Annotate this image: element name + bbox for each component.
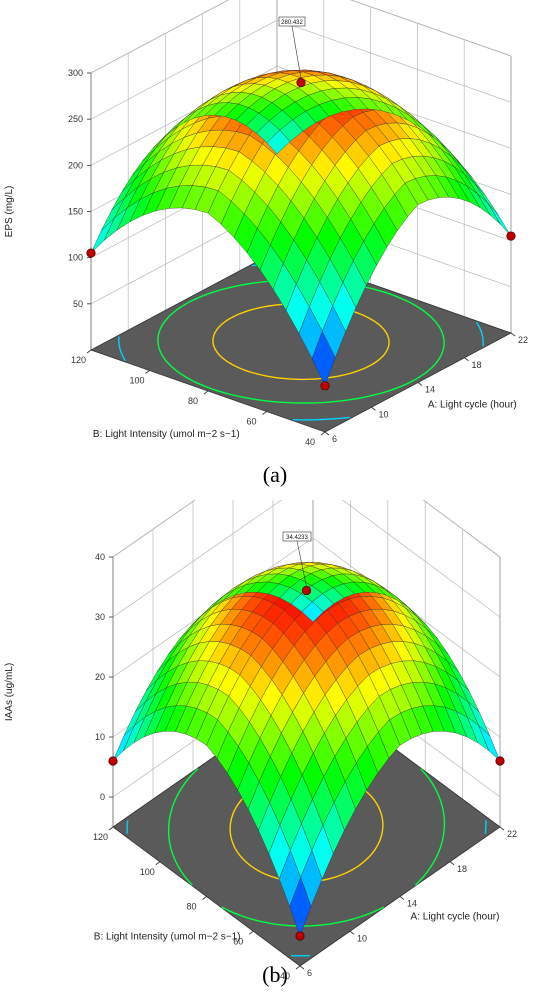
y-tick-label: 80	[188, 396, 198, 406]
y-tick-label: 80	[187, 902, 197, 912]
x-tick-mark	[510, 332, 516, 337]
design-point-marker	[295, 931, 305, 941]
y-tick-label: 100	[140, 867, 155, 877]
contour-line	[212, 302, 390, 381]
peak-value-label: 280.432	[281, 20, 303, 26]
y-tick-mark	[203, 390, 209, 395]
z-tick-label: 100	[68, 253, 83, 263]
y-tick-label: 100	[130, 376, 145, 386]
design-point-marker	[506, 231, 516, 241]
contour-line	[157, 279, 445, 404]
x-tick-mark	[299, 965, 305, 970]
x-tick-label: 18	[457, 864, 467, 874]
x-tick-label: 10	[379, 409, 389, 419]
z-tick-label: 50	[73, 299, 83, 309]
y-tick-mark	[108, 826, 114, 831]
design-points	[86, 77, 516, 391]
peak-leader-line	[291, 25, 302, 79]
design-point-marker	[320, 381, 330, 391]
y-tick-mark	[249, 930, 254, 935]
y-tick-label: 120	[93, 832, 108, 842]
response-surface	[90, 69, 512, 387]
z-tick-label: 40	[95, 552, 105, 562]
wall-gridline	[342, 500, 501, 618]
surface-cell	[266, 129, 291, 155]
y-tick-mark	[262, 411, 267, 415]
caption-b: (b)	[262, 962, 288, 987]
z-tick-label: 250	[68, 114, 83, 124]
z-axis-label: IAAs (ug/mL)	[4, 663, 15, 721]
y-tick-mark	[295, 965, 301, 970]
y-axis-label: B: Light Intensity (umol m−2 s−1)	[94, 932, 241, 943]
chart-panel-a: 6 10 14 18 22 40 60 80 100 120 50 100 150 200 250 300 28…	[4, 0, 528, 487]
x-tick-label: 22	[507, 829, 517, 839]
x-tick-mark	[499, 826, 505, 831]
caption-a: (a)	[262, 462, 288, 487]
surface-cell	[179, 615, 202, 640]
y-tick-label: 40	[305, 437, 315, 447]
z-axis-label: EPS (mg/L)	[4, 186, 15, 238]
x-tick-label: 14	[425, 385, 435, 395]
y-tick-label: 40	[280, 971, 290, 981]
z-tick-label: 20	[95, 672, 105, 682]
surface-plot-b: 6 10 14 18 22 40 60 80 100 120 0 10 20 30 40 34.4233 IAA…	[4, 500, 517, 981]
chart-panel-b: 6 10 14 18 22 40 60 80 100 120 0 10 20 30 40 34.4233 IAA…	[0, 500, 550, 997]
x-tick-label: 6	[307, 968, 312, 978]
x-axis-label: A: Light cycle (hour)	[411, 912, 500, 923]
wall-gridline	[276, 19, 512, 103]
z-tick-label: 200	[68, 160, 83, 170]
peak-leader-line	[296, 540, 307, 587]
x-tick-mark	[371, 406, 376, 411]
wall-gridline	[90, 0, 229, 74]
design-point-marker	[108, 756, 118, 766]
response-surface	[112, 562, 501, 937]
design-point-marker	[86, 248, 96, 258]
design-point-marker	[495, 756, 505, 766]
wall-gridline	[112, 500, 282, 618]
x-tick-mark	[449, 861, 455, 866]
wall-gridline	[112, 500, 196, 558]
wall-gridline	[350, 0, 512, 57]
y-tick-mark	[320, 431, 326, 436]
surface-plot-a: 6 10 14 18 22 40 60 80 100 120 50 100 150 200 250 300 28…	[4, 0, 528, 447]
peak-value-label: 34.4233	[286, 535, 308, 541]
y-tick-label: 120	[71, 355, 86, 365]
x-tick-mark	[417, 382, 423, 386]
surface-cell	[301, 601, 324, 623]
axis-ticks: 6 10 14 18 22 40 60 80 100 120 0 10 20 30 40	[93, 552, 517, 981]
y-tick-label: 60	[233, 936, 243, 946]
wall-gridline	[90, 19, 278, 120]
axis-ticks: 6 10 14 18 22 40 60 80 100 120 50 100 150 200 250 300	[68, 68, 528, 447]
x-tick-label: 14	[407, 899, 417, 909]
x-tick-mark	[324, 431, 330, 436]
x-axis-label: A: Light cycle (hour)	[428, 400, 517, 411]
design-point-marker	[296, 77, 306, 88]
x-tick-label: 6	[332, 434, 337, 444]
design-points	[108, 585, 505, 941]
z-tick-label: 30	[95, 612, 105, 622]
x-tick-mark	[464, 357, 469, 362]
y-tick-label: 60	[247, 417, 257, 427]
y-tick-mark	[202, 896, 207, 900]
z-tick-label: 300	[68, 68, 83, 78]
y-axis-label: B: Light Intensity (umol m−2 s−1)	[93, 429, 240, 440]
z-tick-label: 150	[68, 207, 83, 217]
x-tick-mark	[349, 930, 355, 935]
y-tick-mark	[155, 861, 160, 866]
z-tick-label: 10	[95, 732, 105, 742]
y-tick-mark	[86, 349, 92, 354]
x-tick-mark	[399, 896, 405, 900]
x-tick-label: 10	[357, 933, 367, 943]
z-tick-label: 0	[100, 792, 105, 802]
y-tick-mark	[145, 370, 150, 374]
wall-gridline	[422, 500, 501, 558]
x-tick-label: 22	[518, 335, 528, 345]
design-point-marker	[301, 585, 312, 596]
x-tick-label: 18	[472, 360, 482, 370]
